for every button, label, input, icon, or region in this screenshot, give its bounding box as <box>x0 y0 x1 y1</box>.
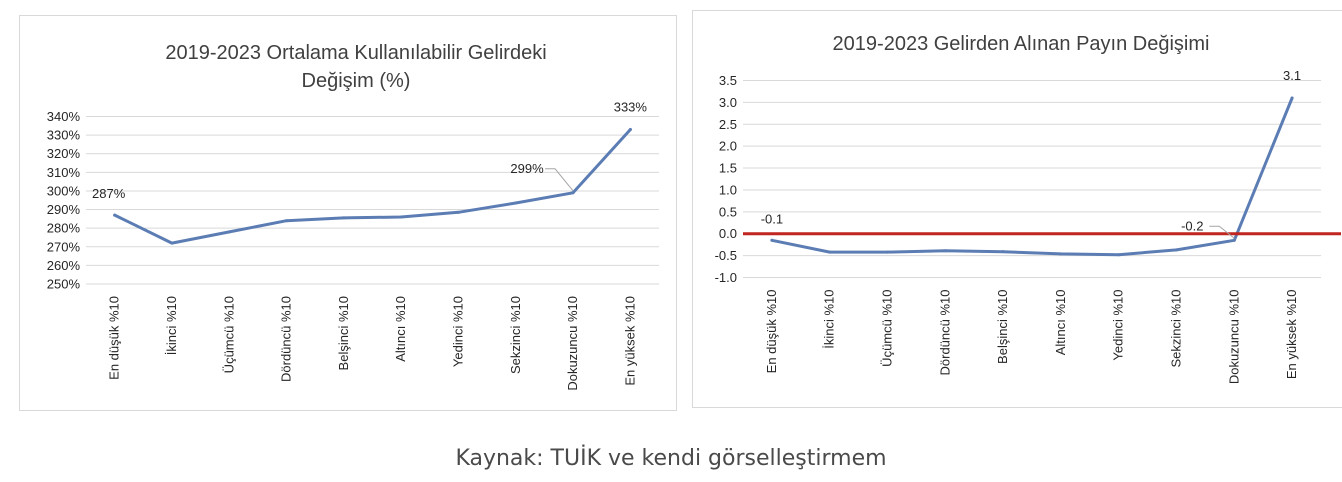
chart-share-change-svg: 2019-2023 Gelirden Alınan Payın Değişimi… <box>715 33 1341 385</box>
x-tick-label-0: En düşük %10 <box>107 296 122 380</box>
data-point-9 <box>1290 96 1294 100</box>
data-label-0: -0.1 <box>761 211 783 226</box>
y-tick-label-2: 270% <box>47 239 81 254</box>
x-tick-label-1: İkinci %10 <box>822 290 837 349</box>
chart-income-change-svg: 2019-2023 Ortalama Kullanılabilir Gelird… <box>47 42 659 391</box>
x-tick-label-9: En yüksek %10 <box>622 296 637 386</box>
y-tick-label-3: 0.5 <box>719 204 737 219</box>
data-label-8: 299% <box>510 161 544 176</box>
y-tick-label-7: 320% <box>47 146 81 161</box>
y-tick-label-9: 340% <box>47 109 81 124</box>
y-tick-label-6: 310% <box>47 165 81 180</box>
data-point-1 <box>828 250 832 254</box>
y-tick-label-1: 260% <box>47 258 81 273</box>
x-tick-label-1: İkinci %10 <box>164 296 179 355</box>
series-line-0 <box>113 128 632 245</box>
y-tick-label-5: 300% <box>47 183 81 198</box>
data-point-4 <box>1001 250 1005 254</box>
data-label-0: 287% <box>92 186 126 201</box>
x-tick-label-5: Altıncı %10 <box>1053 290 1068 356</box>
data-label-leader-8 <box>545 168 574 192</box>
y-tick-label-3: 280% <box>47 221 81 236</box>
x-tick-label-9: En yüksek %10 <box>1284 290 1299 380</box>
x-tick-label-7: Sekzinci %10 <box>508 296 523 374</box>
y-tick-label-0: -1.0 <box>715 270 737 285</box>
chart-income-change: 2019-2023 Ortalama Kullanılabilir Gelird… <box>19 15 677 411</box>
data-point-2 <box>227 230 231 234</box>
y-tick-label-5: 1.5 <box>719 161 737 176</box>
x-tick-label-4: Belşinci %10 <box>995 290 1010 364</box>
x-tick-label-3: Dördüncü %10 <box>279 296 294 382</box>
data-point-0 <box>770 238 774 242</box>
data-point-1 <box>170 241 174 245</box>
data-point-0 <box>113 213 117 217</box>
y-tick-label-4: 1.0 <box>719 182 737 197</box>
y-tick-label-8: 3.0 <box>719 95 737 110</box>
x-tick-label-5: Altıncı %10 <box>393 296 408 362</box>
source-caption: Kaynak: TUİK ve kendi görselleştirmem <box>455 446 887 471</box>
data-point-8 <box>571 191 575 195</box>
x-tick-label-0: En düşük %10 <box>764 290 779 374</box>
x-tick-label-2: Üçümcü %10 <box>221 296 236 373</box>
x-tick-label-6: Yedinci %10 <box>450 296 465 367</box>
y-tick-label-0: 250% <box>47 277 81 292</box>
data-label-leader-8 <box>1209 225 1235 239</box>
x-tick-label-4: Belşinci %10 <box>336 296 351 370</box>
data-point-3 <box>943 249 947 253</box>
data-point-5 <box>399 215 403 219</box>
y-tick-label-4: 290% <box>47 202 81 217</box>
data-point-9 <box>628 128 632 132</box>
x-tick-label-7: Sekzinci %10 <box>1169 290 1184 368</box>
data-point-6 <box>456 210 460 214</box>
data-label-9: 3.1 <box>1283 68 1301 83</box>
y-tick-label-6: 2.0 <box>719 139 737 154</box>
chart-title-line-0: 2019-2023 Gelirden Alınan Payın Değişimi <box>833 33 1210 55</box>
x-tick-label-8: Dokuzuncu %10 <box>1226 290 1241 385</box>
data-point-4 <box>342 216 346 220</box>
y-tick-label-8: 330% <box>47 128 81 143</box>
data-point-8 <box>1232 238 1236 242</box>
data-label-9: 333% <box>614 100 648 115</box>
y-tick-label-2: 0.0 <box>719 226 737 241</box>
data-point-7 <box>1175 248 1178 252</box>
x-tick-label-8: Dokuzuncu %10 <box>565 296 580 391</box>
data-point-3 <box>285 219 289 223</box>
chart-share-change: 2019-2023 Gelirden Alınan Payın Değişimi… <box>692 10 1342 408</box>
data-point-6 <box>1117 253 1121 257</box>
series-line-0 <box>770 96 1294 257</box>
y-tick-label-7: 2.5 <box>719 117 737 132</box>
data-label-8: -0.2 <box>1181 218 1203 233</box>
y-tick-label-1: -0.5 <box>715 248 737 263</box>
chart-title-line-1: Değişim (%) <box>302 70 411 92</box>
x-tick-label-2: Üçümcü %10 <box>880 290 895 367</box>
data-point-7 <box>514 201 518 205</box>
data-point-5 <box>1059 252 1063 256</box>
x-tick-label-3: Dördüncü %10 <box>937 290 952 376</box>
chart-title-line-0: 2019-2023 Ortalama Kullanılabilir Gelird… <box>165 42 546 64</box>
y-tick-label-9: 3.5 <box>719 73 737 88</box>
x-tick-label-6: Yedinci %10 <box>1111 290 1126 361</box>
data-point-2 <box>886 250 889 254</box>
